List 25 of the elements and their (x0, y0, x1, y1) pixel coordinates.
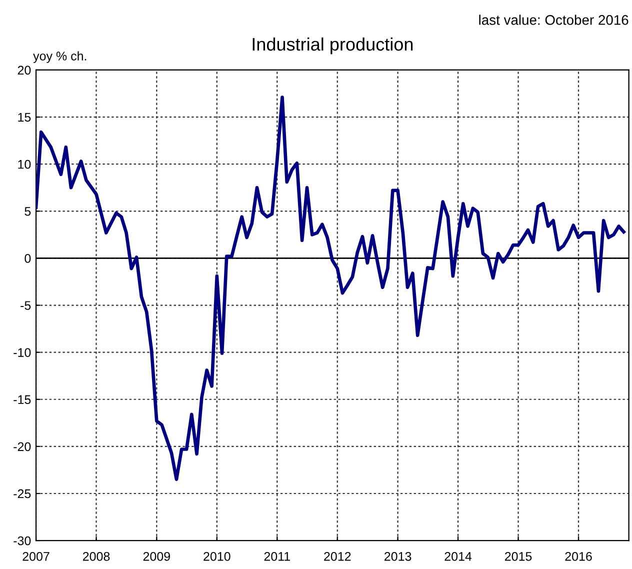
x-tick-label: 2016 (565, 552, 592, 561)
y-tick-label: 5 (24, 207, 31, 216)
y-tick-label: -5 (20, 301, 31, 310)
y-tick-label: 20 (18, 66, 31, 75)
y-tick-label: -15 (14, 395, 31, 404)
y-tick-label: -30 (14, 536, 31, 546)
x-tick-label: 2010 (204, 552, 230, 561)
x-tick-label: 2013 (384, 552, 412, 561)
y-tick-label: 10 (18, 160, 31, 169)
y-tick-label: -25 (14, 489, 31, 498)
x-tick-label: 2008 (82, 552, 110, 561)
x-tick-label: 2012 (324, 552, 351, 561)
x-tick-label: 2009 (143, 552, 170, 561)
x-tick-label: 2015 (504, 552, 532, 561)
y-tick-label: 0 (24, 254, 31, 263)
y-axis-title: yoy % ch. (33, 51, 86, 63)
x-tick-label: 2007 (22, 552, 50, 561)
chart-title: Industrial production (252, 37, 413, 54)
x-tick-label: 2011 (264, 552, 290, 561)
y-tick-label: -10 (14, 348, 31, 357)
y-tick-label: -20 (14, 442, 31, 452)
x-tick-label: 2014 (444, 552, 472, 561)
y-tick-label: 15 (18, 112, 31, 122)
text: last value: October 2016 (479, 14, 628, 25)
line-series (36, 96, 626, 482)
